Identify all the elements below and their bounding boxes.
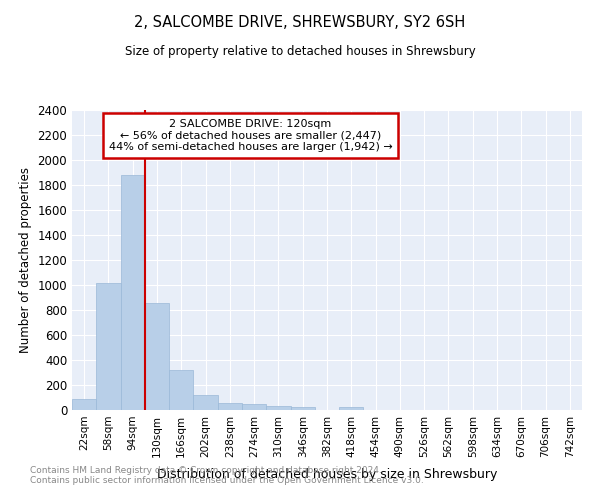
Bar xyxy=(121,175,145,410)
Text: 2 SALCOMBE DRIVE: 120sqm
← 56% of detached houses are smaller (2,447)
44% of sem: 2 SALCOMBE DRIVE: 120sqm ← 56% of detach… xyxy=(109,119,392,152)
X-axis label: Distribution of detached houses by size in Shrewsbury: Distribution of detached houses by size … xyxy=(157,468,497,481)
Bar xyxy=(193,395,218,410)
Bar xyxy=(290,407,315,410)
Bar xyxy=(145,302,169,410)
Y-axis label: Number of detached properties: Number of detached properties xyxy=(19,167,32,353)
Text: 2, SALCOMBE DRIVE, SHREWSBURY, SY2 6SH: 2, SALCOMBE DRIVE, SHREWSBURY, SY2 6SH xyxy=(134,15,466,30)
Bar xyxy=(242,404,266,410)
Bar xyxy=(169,370,193,410)
Bar xyxy=(96,282,121,410)
Bar xyxy=(339,407,364,410)
Bar xyxy=(266,406,290,410)
Bar xyxy=(72,399,96,410)
Text: Contains HM Land Registry data © Crown copyright and database right 2024.
Contai: Contains HM Land Registry data © Crown c… xyxy=(30,466,424,485)
Text: Size of property relative to detached houses in Shrewsbury: Size of property relative to detached ho… xyxy=(125,45,475,58)
Bar xyxy=(218,403,242,410)
